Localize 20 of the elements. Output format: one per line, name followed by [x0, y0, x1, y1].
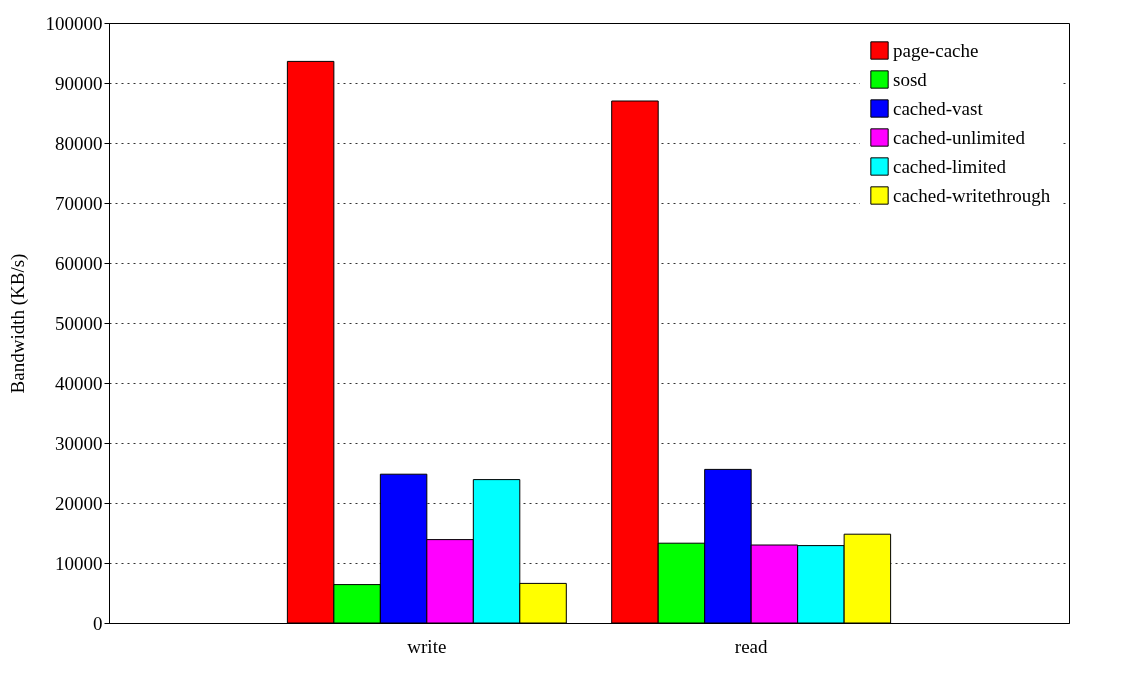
legend-label: page-cache: [893, 39, 979, 61]
y-tick-label: 40000: [55, 372, 103, 394]
y-tick-label: 100000: [45, 12, 103, 34]
x-tick-label: read: [734, 635, 768, 657]
y-tick-label: 10000: [55, 552, 103, 574]
y-tick-label: 20000: [55, 492, 103, 514]
legend-label: cached-unlimited: [893, 126, 1026, 148]
x-tick-label: write: [407, 635, 447, 657]
legend-label: cached-vast: [893, 97, 984, 119]
legend-label: sosd: [893, 68, 928, 90]
y-tick-label: 80000: [55, 132, 103, 154]
y-axis-title: Bandwidth (KB/s): [6, 253, 29, 394]
legend-label: cached-limited: [893, 155, 1007, 177]
y-tick-label: 50000: [55, 312, 103, 334]
y-tick-label: 60000: [55, 252, 103, 274]
y-tick-label: 90000: [55, 72, 103, 94]
y-tick-label: 70000: [55, 192, 103, 214]
legend-label: cached-writethrough: [893, 184, 1051, 206]
y-tick-label: 30000: [55, 432, 103, 454]
y-tick-label: 0: [93, 612, 103, 634]
